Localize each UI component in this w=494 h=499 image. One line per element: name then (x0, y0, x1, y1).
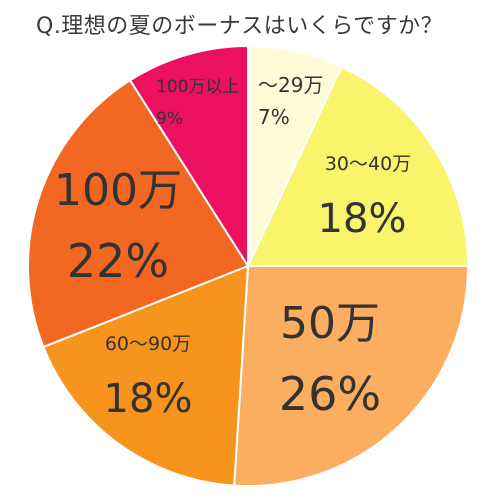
slice-percentage: 9% (156, 109, 183, 129)
slice-percentage: 26% (279, 367, 381, 421)
pie-slice (128, 44, 249, 270)
slice-percentage: 7% (258, 105, 290, 129)
chart-title: Q.理想の夏のボーナスはいくらですか？ (36, 14, 444, 39)
slice-label: 30〜40万 (325, 153, 411, 175)
slice-label: 〜29万 (258, 73, 323, 97)
slice-label: 60〜90万 (105, 333, 191, 355)
pie-labels: 〜29万 7% 30〜40万 18% 50万 26% 60〜90万 18% 100万 22% 100… (54, 73, 411, 422)
slice-percentage: 22% (67, 234, 169, 288)
pie-slice (246, 65, 470, 267)
pie-slices (27, 44, 470, 487)
pie-slice (233, 265, 470, 487)
slice-percentage: 18% (104, 376, 193, 422)
slice-label: 50万 (280, 298, 380, 349)
slice-label: 100万以上 (156, 77, 239, 97)
pie-slice (42, 264, 250, 487)
pie-slice (27, 78, 250, 349)
slice-label: 100万 (54, 165, 182, 216)
slice-percentage: 18% (318, 196, 407, 242)
